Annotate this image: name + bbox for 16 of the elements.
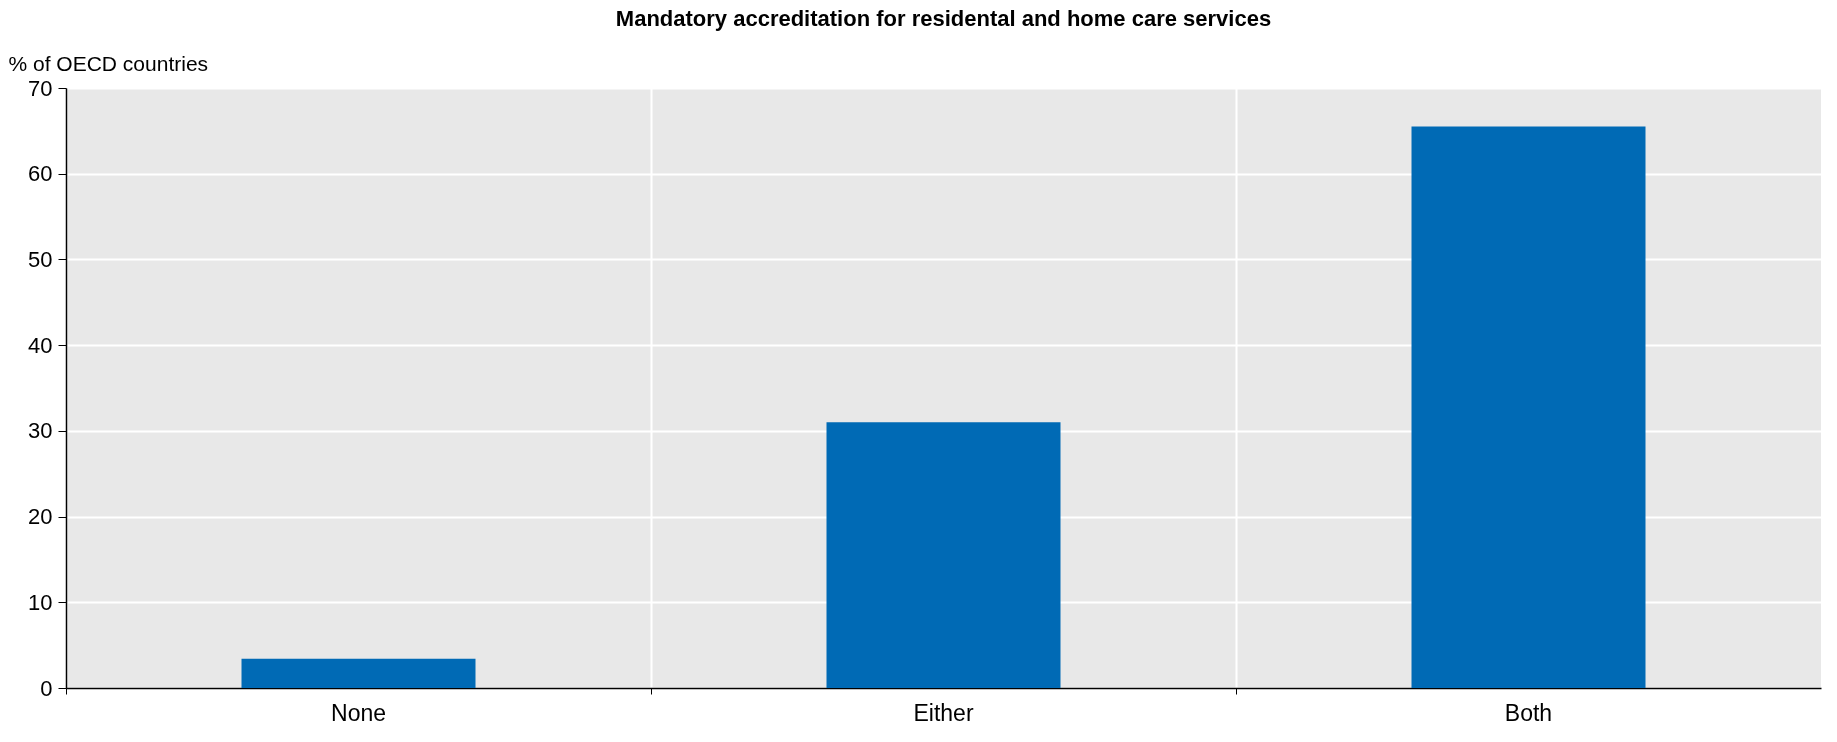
y-tick-label: 60 xyxy=(28,161,53,187)
x-tick-label: Either xyxy=(913,699,974,726)
y-tick-label: 70 xyxy=(28,75,53,101)
bar xyxy=(1411,126,1646,688)
y-tick-label: 20 xyxy=(28,504,53,530)
x-tick-label: None xyxy=(331,699,386,726)
y-tick-label: 30 xyxy=(28,418,53,444)
y-axis-title: % of OECD countries xyxy=(8,51,209,75)
chart-title: Mandatory accreditation for residental and home care services xyxy=(615,6,1272,31)
y-tick-label: 40 xyxy=(28,332,53,358)
y-tick-label: 0 xyxy=(40,675,53,701)
y-tick-label: 50 xyxy=(28,246,53,272)
x-tick-label: Both xyxy=(1504,699,1553,726)
y-tick-label: 10 xyxy=(28,589,53,615)
bar xyxy=(241,658,476,688)
bar xyxy=(826,422,1061,688)
